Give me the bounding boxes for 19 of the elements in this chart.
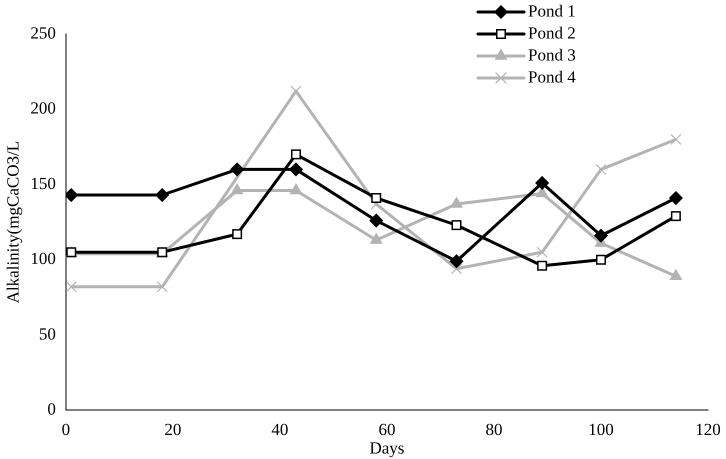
y-tick-label: 250 [30, 23, 56, 42]
y-tick-label: 200 [30, 98, 56, 118]
x-tick-label: 40 [271, 420, 288, 439]
y-tick-label: 50 [38, 324, 56, 344]
x-tick-label: 20 [164, 420, 182, 439]
x-tick-label: 60 [378, 420, 396, 439]
legend-label: Pond 3 [528, 45, 576, 64]
legend-label: Pond 1 [528, 1, 576, 20]
y-tick-label: 100 [30, 249, 56, 268]
x-tick-label: 0 [62, 420, 70, 439]
y-tick-label: 150 [30, 174, 56, 193]
x-tick-label: 120 [695, 420, 721, 439]
x-axis-title: Days [369, 438, 404, 458]
legend-label: Pond 2 [528, 23, 576, 42]
legend-label: Pond 4 [528, 67, 576, 86]
y-tick-label: 0 [47, 400, 56, 419]
y-axis-title: Alkalinity(mgCaCO3/L [4, 140, 23, 304]
x-tick-label: 80 [485, 420, 502, 439]
x-tick-label: 100 [588, 420, 614, 439]
